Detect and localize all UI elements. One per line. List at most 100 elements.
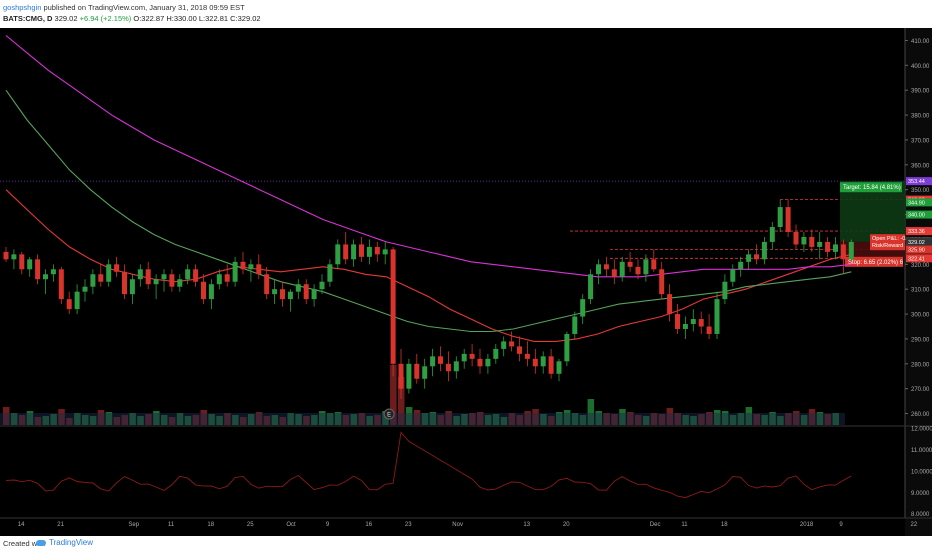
- x-tick-label: 25: [247, 522, 254, 528]
- candle-body: [335, 244, 341, 265]
- candle-body: [540, 356, 546, 367]
- created-with: Created with: [3, 539, 46, 548]
- level-tag: [906, 177, 932, 186]
- candle-body: [35, 259, 41, 280]
- indicator-tick-label: 8.0000: [911, 512, 930, 518]
- candle-body: [572, 316, 578, 334]
- symbol-line: BATS:CMG, D 329.02 +6.94 (+2.15%) O:322.…: [3, 14, 261, 23]
- candle-body: [280, 289, 285, 300]
- y-tick-label: 270.00: [911, 387, 930, 393]
- tradingview-logo[interactable]: TradingView: [36, 538, 93, 547]
- candle-body: [19, 254, 25, 270]
- candle-body: [58, 269, 64, 300]
- x-tick-label: 18: [721, 522, 728, 528]
- target-badge: [840, 182, 902, 193]
- y-tick-label: 390.00: [911, 89, 930, 95]
- candle-body: [374, 246, 380, 255]
- candle-body: [738, 261, 744, 270]
- candle-body: [509, 341, 515, 347]
- candle-body: [287, 291, 293, 300]
- candle-body: [627, 261, 633, 267]
- x-tick-label: Sep: [128, 522, 139, 528]
- price-chart[interactable]: 260.00 270.00 280.00 290.00 300.00 310.00 320.…: [0, 28, 932, 536]
- x-tick-label: 13: [523, 522, 530, 528]
- price-tag-label: 344.90: [908, 200, 925, 206]
- candle-body: [611, 269, 617, 277]
- candle-body: [714, 299, 720, 334]
- candle-body: [343, 244, 349, 260]
- price-change: +6.94 (+2.15%): [79, 14, 132, 23]
- candle-body: [596, 264, 601, 275]
- candle-body: [461, 353, 467, 362]
- candle-body: [43, 274, 48, 280]
- candle-body: [145, 269, 151, 285]
- open-pl-text: Open P&L: -0: [872, 236, 905, 242]
- candle-body: [264, 274, 270, 295]
- price-tag: [906, 198, 932, 207]
- moving-average-line: [5, 35, 852, 278]
- y-tick-label: 370.00: [911, 138, 930, 144]
- y-tick-label: 410.00: [911, 39, 930, 45]
- x-tick-label: Nov: [452, 522, 463, 528]
- y-tick-label: 350.00: [911, 188, 930, 194]
- candle-body: [659, 269, 665, 295]
- x-tick-label: 11: [681, 522, 688, 528]
- candle-body: [169, 274, 175, 287]
- candle-body: [580, 299, 586, 317]
- candle-body: [532, 358, 538, 367]
- candle-body: [501, 341, 507, 349]
- candle-body: [809, 236, 815, 247]
- footer: Created with TradingView: [0, 536, 932, 550]
- moving-average-line: [5, 189, 852, 342]
- candle-body: [556, 361, 562, 374]
- candle-body: [129, 279, 135, 295]
- candle-body: [224, 274, 230, 282]
- candle-body: [256, 264, 262, 275]
- candle-body: [50, 269, 56, 275]
- candle-body: [137, 269, 143, 280]
- candle-body: [216, 274, 222, 285]
- y-tick-label: 260.00: [911, 412, 930, 418]
- indicator-tick-label: 9.0000: [911, 491, 930, 497]
- last-price: 329.02: [54, 14, 78, 23]
- y-tick-label: 300.00: [911, 313, 930, 319]
- x-tick-label: 11: [168, 522, 175, 528]
- candle-body: [327, 264, 333, 282]
- candle-body: [295, 284, 301, 292]
- author-link[interactable]: goshpshgin: [3, 3, 42, 12]
- candle-body: [817, 241, 823, 247]
- y-tick-label: 290.00: [911, 337, 930, 343]
- candle-body: [793, 231, 799, 245]
- candle-body: [848, 241, 854, 260]
- candle-body: [730, 269, 736, 282]
- candle-body: [643, 259, 649, 275]
- candle-body: [548, 356, 554, 374]
- candle-body: [785, 207, 791, 232]
- x-tick-label: Oct: [286, 522, 296, 528]
- x-tick-label: 21: [57, 522, 64, 528]
- candle-body: [754, 254, 759, 260]
- candle-body: [98, 274, 104, 282]
- candle-body: [840, 244, 846, 260]
- candle-body: [11, 254, 17, 260]
- level-tag: [906, 227, 932, 236]
- candle-body: [422, 366, 428, 379]
- volume-bar: [398, 377, 405, 425]
- price-tag-label: 340.00: [908, 213, 925, 219]
- indicator-line: [5, 431, 852, 499]
- price-tag-label: 329.02: [908, 240, 925, 246]
- level-label: 322.41: [908, 256, 925, 262]
- candle-body: [114, 264, 120, 272]
- candle-body: [430, 356, 436, 367]
- stop-badge: [845, 256, 903, 267]
- publish-info: published on TradingView.com, January 31…: [43, 3, 245, 12]
- candle-body: [698, 319, 704, 327]
- volume-band: [0, 413, 845, 425]
- volume-bar: [390, 365, 397, 425]
- candle-body: [801, 236, 807, 245]
- candle-body: [366, 246, 372, 257]
- candle-body: [675, 314, 680, 329]
- ohlc-values: O:322.87 H:330.00 L:322.81 C:329.02: [133, 14, 261, 23]
- stop-text: Stop: 6.65 (2.02%) 6: [848, 260, 904, 266]
- earnings-marker: [383, 408, 395, 420]
